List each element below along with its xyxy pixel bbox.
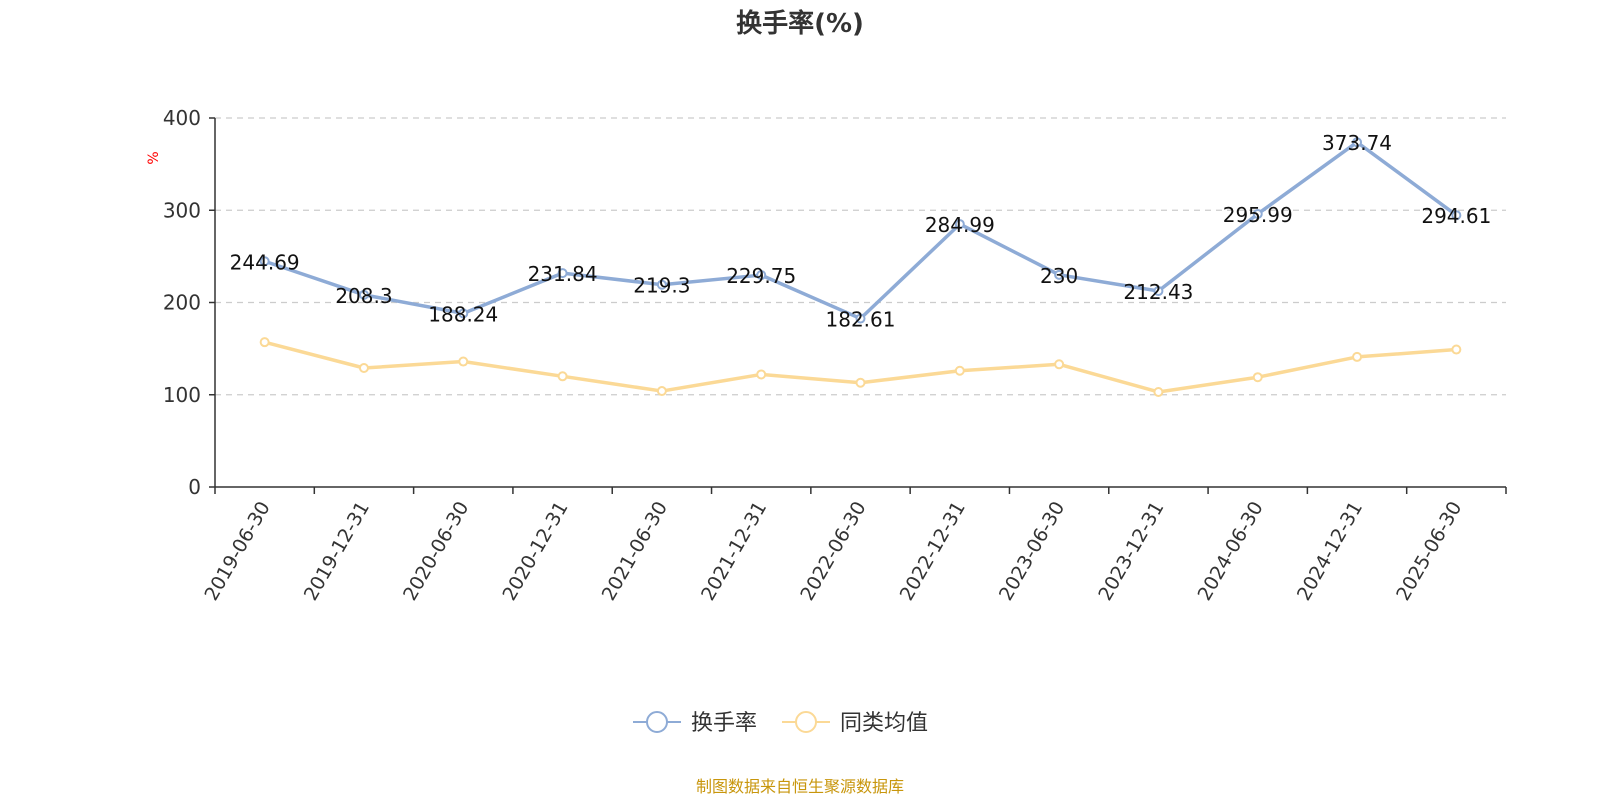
- data-point: [1451, 344, 1462, 355]
- series-lines: [259, 137, 1462, 397]
- data-point: [1451, 210, 1462, 221]
- data-label: 182.61: [826, 308, 896, 332]
- x-tick-label: 2024-06-30: [1194, 498, 1268, 605]
- data-point: [1252, 208, 1263, 219]
- data-point: [458, 308, 469, 319]
- y-tick-label: 400: [163, 106, 201, 130]
- data-point: [656, 279, 667, 290]
- data-point: [855, 377, 866, 388]
- data-label: 284.99: [925, 213, 995, 237]
- data-point: [1352, 351, 1363, 362]
- data-label: 295.99: [1223, 203, 1293, 227]
- legend-label: 换手率: [691, 711, 757, 736]
- data-point: [756, 369, 767, 380]
- data-label: 373.74: [1322, 131, 1392, 155]
- data-point: [557, 268, 568, 279]
- data-point: [756, 270, 767, 281]
- data-point: [1153, 286, 1164, 297]
- data-label: 231.84: [528, 262, 598, 286]
- data-point: [358, 362, 369, 373]
- data-label: 208.3: [335, 284, 392, 308]
- x-tick-label: 2024-12-31: [1293, 498, 1367, 605]
- data-label: 244.69: [230, 250, 300, 274]
- x-tick-label: 2019-12-31: [300, 498, 374, 605]
- chart-title: 换手率(%): [736, 8, 864, 39]
- y-tick-label: 200: [163, 291, 201, 315]
- grid-lines: [215, 117, 1506, 396]
- data-point: [656, 386, 667, 397]
- data-label: 294.61: [1421, 204, 1491, 228]
- x-tick-label: 2023-12-31: [1094, 498, 1168, 605]
- data-point: [458, 356, 469, 367]
- y-tick-label: 100: [163, 383, 201, 407]
- x-tick-label: 2022-12-31: [896, 498, 970, 605]
- x-tick-label: 2023-06-30: [995, 498, 1069, 605]
- legend-swatch-marker: [646, 711, 668, 733]
- data-label: 230: [1040, 264, 1078, 288]
- x-tick-label: 2020-06-30: [399, 498, 473, 605]
- data-source-note: 制图数据来自恒生聚源数据库: [696, 777, 904, 796]
- legend-label: 同类均值: [840, 711, 928, 736]
- data-label: 229.75: [726, 264, 796, 288]
- y-tick-label: 0: [188, 475, 201, 499]
- data-label: 188.24: [428, 302, 498, 326]
- data-point: [259, 337, 270, 348]
- data-point: [954, 219, 965, 230]
- data-point: [557, 371, 568, 382]
- data-point: [358, 289, 369, 300]
- legend-swatch-marker: [795, 711, 817, 733]
- data-point: [855, 313, 866, 324]
- x-tick-label: 2021-06-30: [598, 498, 672, 605]
- x-tick-label: 2022-06-30: [796, 498, 870, 605]
- data-label: 212.43: [1123, 280, 1193, 304]
- data-label: 219.3: [633, 274, 690, 298]
- data-point: [1153, 386, 1164, 397]
- y-tick-label: 300: [163, 198, 201, 222]
- data-point: [1054, 359, 1065, 370]
- data-point: [1054, 269, 1065, 280]
- x-tick-label: 2019-06-30: [200, 498, 274, 605]
- legend[interactable]: 换手率 同类均值: [633, 711, 928, 736]
- y-axis-unit: %: [146, 151, 162, 164]
- data-point: [954, 365, 965, 376]
- x-tick-label: 2025-06-30: [1392, 498, 1466, 605]
- data-labels: 244.69 208.3 188.24 231.84 219.3 229.75 182.61…: [230, 131, 1492, 331]
- data-point: [1352, 137, 1363, 148]
- series-line: [264, 140, 1458, 321]
- x-tick-label: 2020-12-31: [498, 498, 572, 605]
- x-tick-label: 2021-12-31: [697, 498, 771, 605]
- data-point: [1252, 372, 1263, 383]
- data-point: [259, 256, 270, 267]
